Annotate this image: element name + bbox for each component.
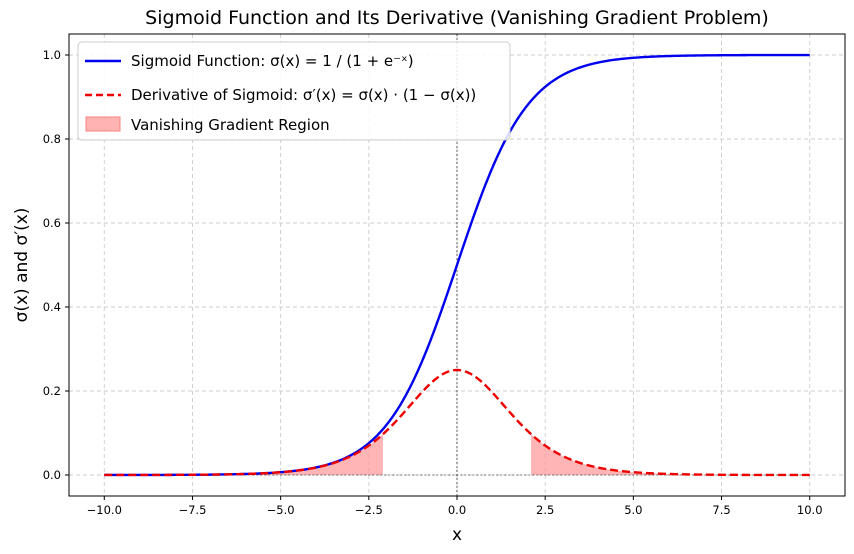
x-tick-label: −5.0	[267, 503, 295, 517]
y-tick-label: 0.8	[43, 132, 61, 146]
vanishing-gradient-area	[104, 434, 383, 475]
series-lines	[104, 53, 810, 477]
legend-box	[77, 41, 511, 141]
x-tick-label: −7.5	[178, 503, 206, 517]
legend-label-vanishing: Vanishing Gradient Region	[131, 116, 330, 134]
y-tick-label: 0.0	[43, 468, 61, 482]
legend: Sigmoid Function: σ(x) = 1 / (1 + e⁻ˣ) D…	[77, 41, 511, 141]
x-tick-label: 10.0	[797, 503, 823, 517]
y-tick-label: 1.0	[43, 48, 61, 62]
chart-title: Sigmoid Function and Its Derivative (Van…	[145, 7, 769, 29]
y-tick-label: 0.6	[43, 216, 61, 230]
x-tick-label: 7.5	[712, 503, 730, 517]
y-tick-label: 0.2	[43, 384, 61, 398]
vanishing-gradient-shading	[104, 434, 810, 475]
x-tick-label: 2.5	[536, 503, 554, 517]
derivative-curve	[104, 368, 810, 477]
legend-swatch-vanishing	[85, 116, 121, 132]
x-tick-label: −2.5	[355, 503, 383, 517]
x-tick-label: −10.0	[87, 503, 122, 517]
sigmoid-curve	[104, 53, 810, 477]
x-tick-label: 0.0	[448, 503, 466, 517]
legend-label-sigmoid: Sigmoid Function: σ(x) = 1 / (1 + e⁻ˣ)	[131, 52, 414, 70]
y-tick-label: 0.4	[43, 300, 61, 314]
legend-label-derivative: Derivative of Sigmoid: σ′(x) = σ(x) · (1…	[131, 86, 476, 104]
vanishing-gradient-area	[531, 434, 810, 475]
x-axis-label: x	[452, 525, 462, 545]
y-axis-label: σ(x) and σ′(x)	[12, 208, 32, 323]
x-tick-label: 5.0	[624, 503, 642, 517]
y-axis-ticks: 0.0 0.2 0.4 0.6 0.8 1.0	[43, 48, 69, 482]
x-axis-ticks: −10.0 −7.5 −5.0 −2.5 0.0 2.5 5.0 7.5 10.0	[87, 496, 823, 517]
